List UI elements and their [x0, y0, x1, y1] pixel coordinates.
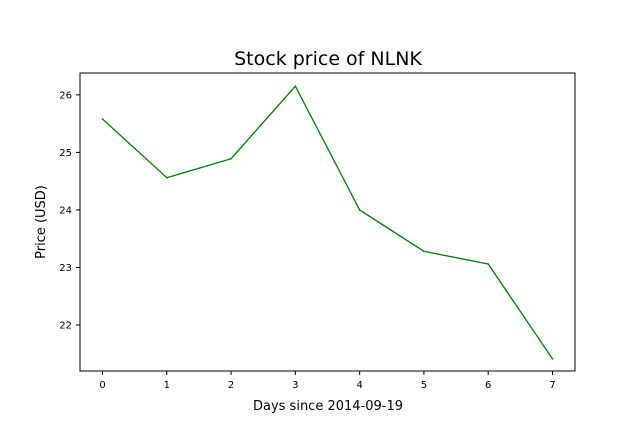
y-tick-label: 24: [59, 205, 72, 216]
x-tick-label: 2: [228, 380, 234, 391]
data-point: [551, 358, 554, 360]
data-point: [230, 157, 232, 160]
plot-area-frame: [79, 72, 576, 372]
series-layer: [101, 85, 554, 360]
x-tick-label: 4: [356, 380, 362, 391]
data-point: [423, 250, 425, 253]
data-point: [487, 263, 490, 265]
x-axis-label: Days since 2014-09-19: [253, 399, 403, 414]
x-tick-label: 1: [164, 380, 170, 391]
data-point: [165, 176, 168, 179]
y-axis-label: Price (USD): [34, 185, 49, 259]
x-tick-label: 6: [485, 380, 491, 391]
x-tick-label: 5: [421, 380, 427, 391]
data-point: [101, 118, 104, 120]
data-point: [358, 209, 361, 211]
chart-title: Stock price of NLNK: [234, 48, 422, 70]
x-tick-label: 7: [549, 380, 555, 391]
y-tick-label: 23: [59, 263, 72, 274]
y-tick-label: 26: [59, 90, 72, 101]
y-tick-label: 25: [59, 148, 72, 159]
series-line-nlnk: [101, 85, 554, 360]
x-tick-label: 0: [99, 380, 105, 391]
data-point: [294, 85, 297, 88]
x-tick-label: 3: [292, 380, 298, 391]
y-tick-label: 22: [59, 320, 72, 331]
